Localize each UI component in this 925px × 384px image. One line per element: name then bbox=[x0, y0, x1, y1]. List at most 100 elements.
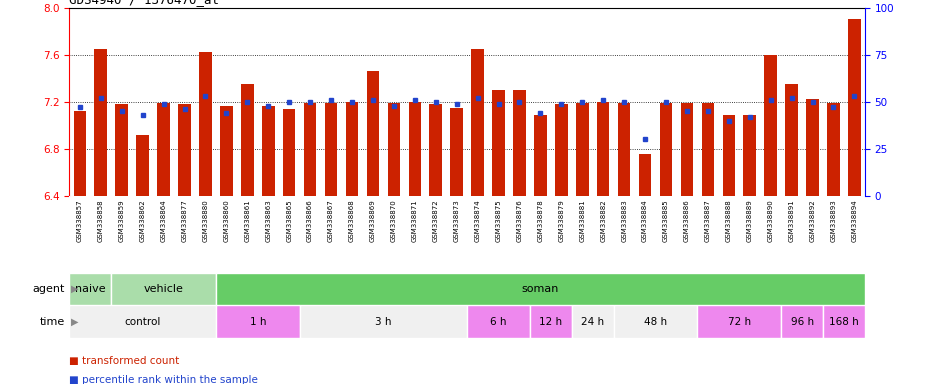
Bar bbox=[697, 305, 781, 338]
Text: GSM338884: GSM338884 bbox=[642, 200, 648, 242]
Bar bbox=[534, 115, 547, 196]
Text: GSM338893: GSM338893 bbox=[831, 200, 836, 242]
Text: 3 h: 3 h bbox=[376, 316, 391, 327]
Bar bbox=[530, 305, 572, 338]
Bar bbox=[74, 111, 86, 196]
Text: ▶: ▶ bbox=[71, 284, 79, 294]
Text: GSM338887: GSM338887 bbox=[705, 200, 711, 242]
Bar bbox=[827, 103, 840, 196]
Text: ■ percentile rank within the sample: ■ percentile rank within the sample bbox=[69, 375, 258, 384]
Text: 96 h: 96 h bbox=[791, 316, 814, 327]
Text: control: control bbox=[125, 316, 161, 327]
Text: agent: agent bbox=[32, 284, 65, 294]
Text: ▶: ▶ bbox=[71, 316, 79, 327]
Text: GSM338882: GSM338882 bbox=[600, 200, 606, 242]
Bar bbox=[576, 103, 588, 196]
Text: GSM338889: GSM338889 bbox=[746, 200, 753, 242]
Bar bbox=[300, 305, 467, 338]
Text: GSM338888: GSM338888 bbox=[726, 200, 732, 242]
Bar bbox=[157, 103, 170, 196]
Bar bbox=[660, 103, 672, 196]
Bar bbox=[744, 115, 756, 196]
Text: 72 h: 72 h bbox=[728, 316, 751, 327]
Text: GSM338868: GSM338868 bbox=[349, 200, 355, 242]
Bar bbox=[388, 103, 401, 196]
Text: GSM338874: GSM338874 bbox=[475, 200, 481, 242]
Bar bbox=[450, 108, 462, 196]
Bar bbox=[116, 104, 128, 196]
Text: GSM338863: GSM338863 bbox=[265, 200, 271, 242]
Bar bbox=[220, 106, 233, 196]
Bar bbox=[681, 103, 693, 196]
Text: 48 h: 48 h bbox=[644, 316, 667, 327]
Bar bbox=[283, 109, 295, 196]
Text: 168 h: 168 h bbox=[829, 316, 858, 327]
Text: 12 h: 12 h bbox=[539, 316, 562, 327]
Text: 6 h: 6 h bbox=[490, 316, 507, 327]
Bar bbox=[346, 102, 358, 196]
Bar bbox=[848, 20, 860, 196]
Text: GSM338859: GSM338859 bbox=[118, 200, 125, 242]
Text: GSM338867: GSM338867 bbox=[328, 200, 334, 242]
Text: GSM338865: GSM338865 bbox=[286, 200, 292, 242]
Text: GSM338864: GSM338864 bbox=[161, 200, 166, 242]
Bar bbox=[785, 84, 798, 196]
Bar bbox=[111, 273, 216, 305]
Bar bbox=[69, 273, 111, 305]
Text: GDS4940 / 1376470_at: GDS4940 / 1376470_at bbox=[69, 0, 219, 7]
Text: GSM338861: GSM338861 bbox=[244, 200, 251, 242]
Bar bbox=[94, 49, 107, 196]
Bar bbox=[429, 104, 442, 196]
Text: GSM338857: GSM338857 bbox=[77, 200, 83, 242]
Text: GSM338890: GSM338890 bbox=[768, 200, 773, 242]
Text: GSM338862: GSM338862 bbox=[140, 200, 145, 242]
Bar bbox=[823, 305, 865, 338]
Text: GSM338879: GSM338879 bbox=[559, 200, 564, 242]
Text: GSM338891: GSM338891 bbox=[789, 200, 795, 242]
Bar bbox=[513, 90, 525, 196]
Text: vehicle: vehicle bbox=[143, 284, 183, 294]
Bar bbox=[613, 305, 697, 338]
Bar bbox=[366, 71, 379, 196]
Text: GSM338871: GSM338871 bbox=[412, 200, 418, 242]
Bar bbox=[409, 102, 421, 196]
Text: GSM338875: GSM338875 bbox=[496, 200, 501, 242]
Text: GSM338883: GSM338883 bbox=[621, 200, 627, 242]
Text: GSM338894: GSM338894 bbox=[851, 200, 857, 242]
Text: GSM338885: GSM338885 bbox=[663, 200, 669, 242]
Text: GSM338886: GSM338886 bbox=[684, 200, 690, 242]
Text: ■ transformed count: ■ transformed count bbox=[69, 356, 179, 366]
Text: soman: soman bbox=[522, 284, 559, 294]
Text: GSM338873: GSM338873 bbox=[453, 200, 460, 242]
Bar bbox=[781, 305, 823, 338]
Text: GSM338877: GSM338877 bbox=[181, 200, 188, 242]
Bar bbox=[555, 104, 568, 196]
Text: GSM338872: GSM338872 bbox=[433, 200, 438, 242]
Bar bbox=[764, 55, 777, 196]
Bar bbox=[701, 103, 714, 196]
Text: GSM338869: GSM338869 bbox=[370, 200, 376, 242]
Bar bbox=[492, 90, 505, 196]
Text: naive: naive bbox=[75, 284, 105, 294]
Text: GSM338860: GSM338860 bbox=[223, 200, 229, 242]
Text: 24 h: 24 h bbox=[581, 316, 604, 327]
Bar bbox=[216, 305, 300, 338]
Text: GSM338866: GSM338866 bbox=[307, 200, 314, 242]
Bar bbox=[303, 103, 316, 196]
Bar bbox=[472, 49, 484, 196]
Bar bbox=[597, 102, 610, 196]
Text: GSM338870: GSM338870 bbox=[391, 200, 397, 242]
Bar bbox=[639, 154, 651, 196]
Bar bbox=[467, 305, 530, 338]
Text: GSM338892: GSM338892 bbox=[809, 200, 816, 242]
Text: 1 h: 1 h bbox=[250, 316, 266, 327]
Bar bbox=[722, 115, 735, 196]
Text: time: time bbox=[40, 316, 65, 327]
Bar bbox=[241, 84, 253, 196]
Bar bbox=[136, 135, 149, 196]
Bar bbox=[618, 103, 631, 196]
Bar bbox=[69, 305, 216, 338]
Bar bbox=[262, 106, 275, 196]
Bar bbox=[216, 273, 865, 305]
Text: GSM338880: GSM338880 bbox=[203, 200, 208, 242]
